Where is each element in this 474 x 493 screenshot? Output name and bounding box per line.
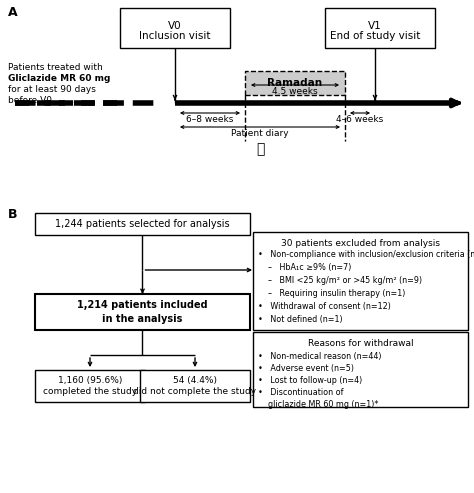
Text: 1,214 patients included
in the analysis: 1,214 patients included in the analysis	[77, 300, 208, 323]
Bar	[253, 232, 468, 330]
Text: Reasons for withdrawal: Reasons for withdrawal	[308, 339, 413, 348]
Text: •   Lost to follow-up (n=4): • Lost to follow-up (n=4)	[258, 376, 362, 385]
Text: Gliclazide MR 60 mg: Gliclazide MR 60 mg	[8, 74, 110, 83]
Text: •   Non-medical reason (n=44): • Non-medical reason (n=44)	[258, 352, 382, 361]
Bar	[35, 213, 250, 235]
Text: –   HbA₁c ≥9% (n=7): – HbA₁c ≥9% (n=7)	[258, 263, 351, 272]
Text: for at least 90 days: for at least 90 days	[8, 85, 96, 94]
Text: 📖: 📖	[256, 142, 264, 156]
Text: 4.5 weeks: 4.5 weeks	[272, 87, 318, 97]
Bar	[35, 370, 145, 402]
Bar	[140, 370, 250, 402]
Text: V0: V0	[168, 21, 182, 31]
Text: Inclusion visit: Inclusion visit	[139, 31, 211, 41]
Text: before V0: before V0	[8, 96, 52, 105]
Text: –   BMI <25 kg/m² or >45 kg/m² (n=9): – BMI <25 kg/m² or >45 kg/m² (n=9)	[258, 276, 422, 285]
Bar	[325, 8, 435, 48]
Bar	[245, 71, 345, 95]
Text: 30 patients excluded from analysis: 30 patients excluded from analysis	[281, 239, 440, 248]
Text: Ramadan: Ramadan	[267, 78, 323, 88]
Text: 54 (4.4%)
did not complete the study: 54 (4.4%) did not complete the study	[134, 376, 256, 396]
Text: 1,160 (95.6%)
completed the study: 1,160 (95.6%) completed the study	[43, 376, 137, 396]
Text: 6–8 weeks: 6–8 weeks	[186, 115, 234, 125]
Text: 4–6 weeks: 4–6 weeks	[337, 115, 383, 125]
Text: Patient diary: Patient diary	[231, 130, 289, 139]
Text: 1,244 patients selected for analysis: 1,244 patients selected for analysis	[55, 219, 230, 229]
Bar	[120, 8, 230, 48]
Text: •   Not defined (n=1): • Not defined (n=1)	[258, 315, 343, 324]
Text: Patients treated with: Patients treated with	[8, 63, 103, 72]
Text: –   Requiring insulin therapy (n=1): – Requiring insulin therapy (n=1)	[258, 289, 405, 298]
Text: End of study visit: End of study visit	[330, 31, 420, 41]
Text: •   Adverse event (n=5): • Adverse event (n=5)	[258, 364, 354, 373]
Bar	[253, 332, 468, 407]
Text: •   Withdrawal of consent (n=12): • Withdrawal of consent (n=12)	[258, 302, 391, 311]
Text: V1: V1	[368, 21, 382, 31]
Bar	[35, 294, 250, 330]
Text: gliclazide MR 60 mg (n=1)*: gliclazide MR 60 mg (n=1)*	[258, 400, 378, 409]
Text: A: A	[8, 6, 18, 19]
Text: •   Discontinuation of: • Discontinuation of	[258, 388, 344, 397]
Text: •   Non-compliance with inclusion/exclusion criteria (n=17): • Non-compliance with inclusion/exclusio…	[258, 250, 474, 259]
Text: B: B	[8, 208, 18, 221]
